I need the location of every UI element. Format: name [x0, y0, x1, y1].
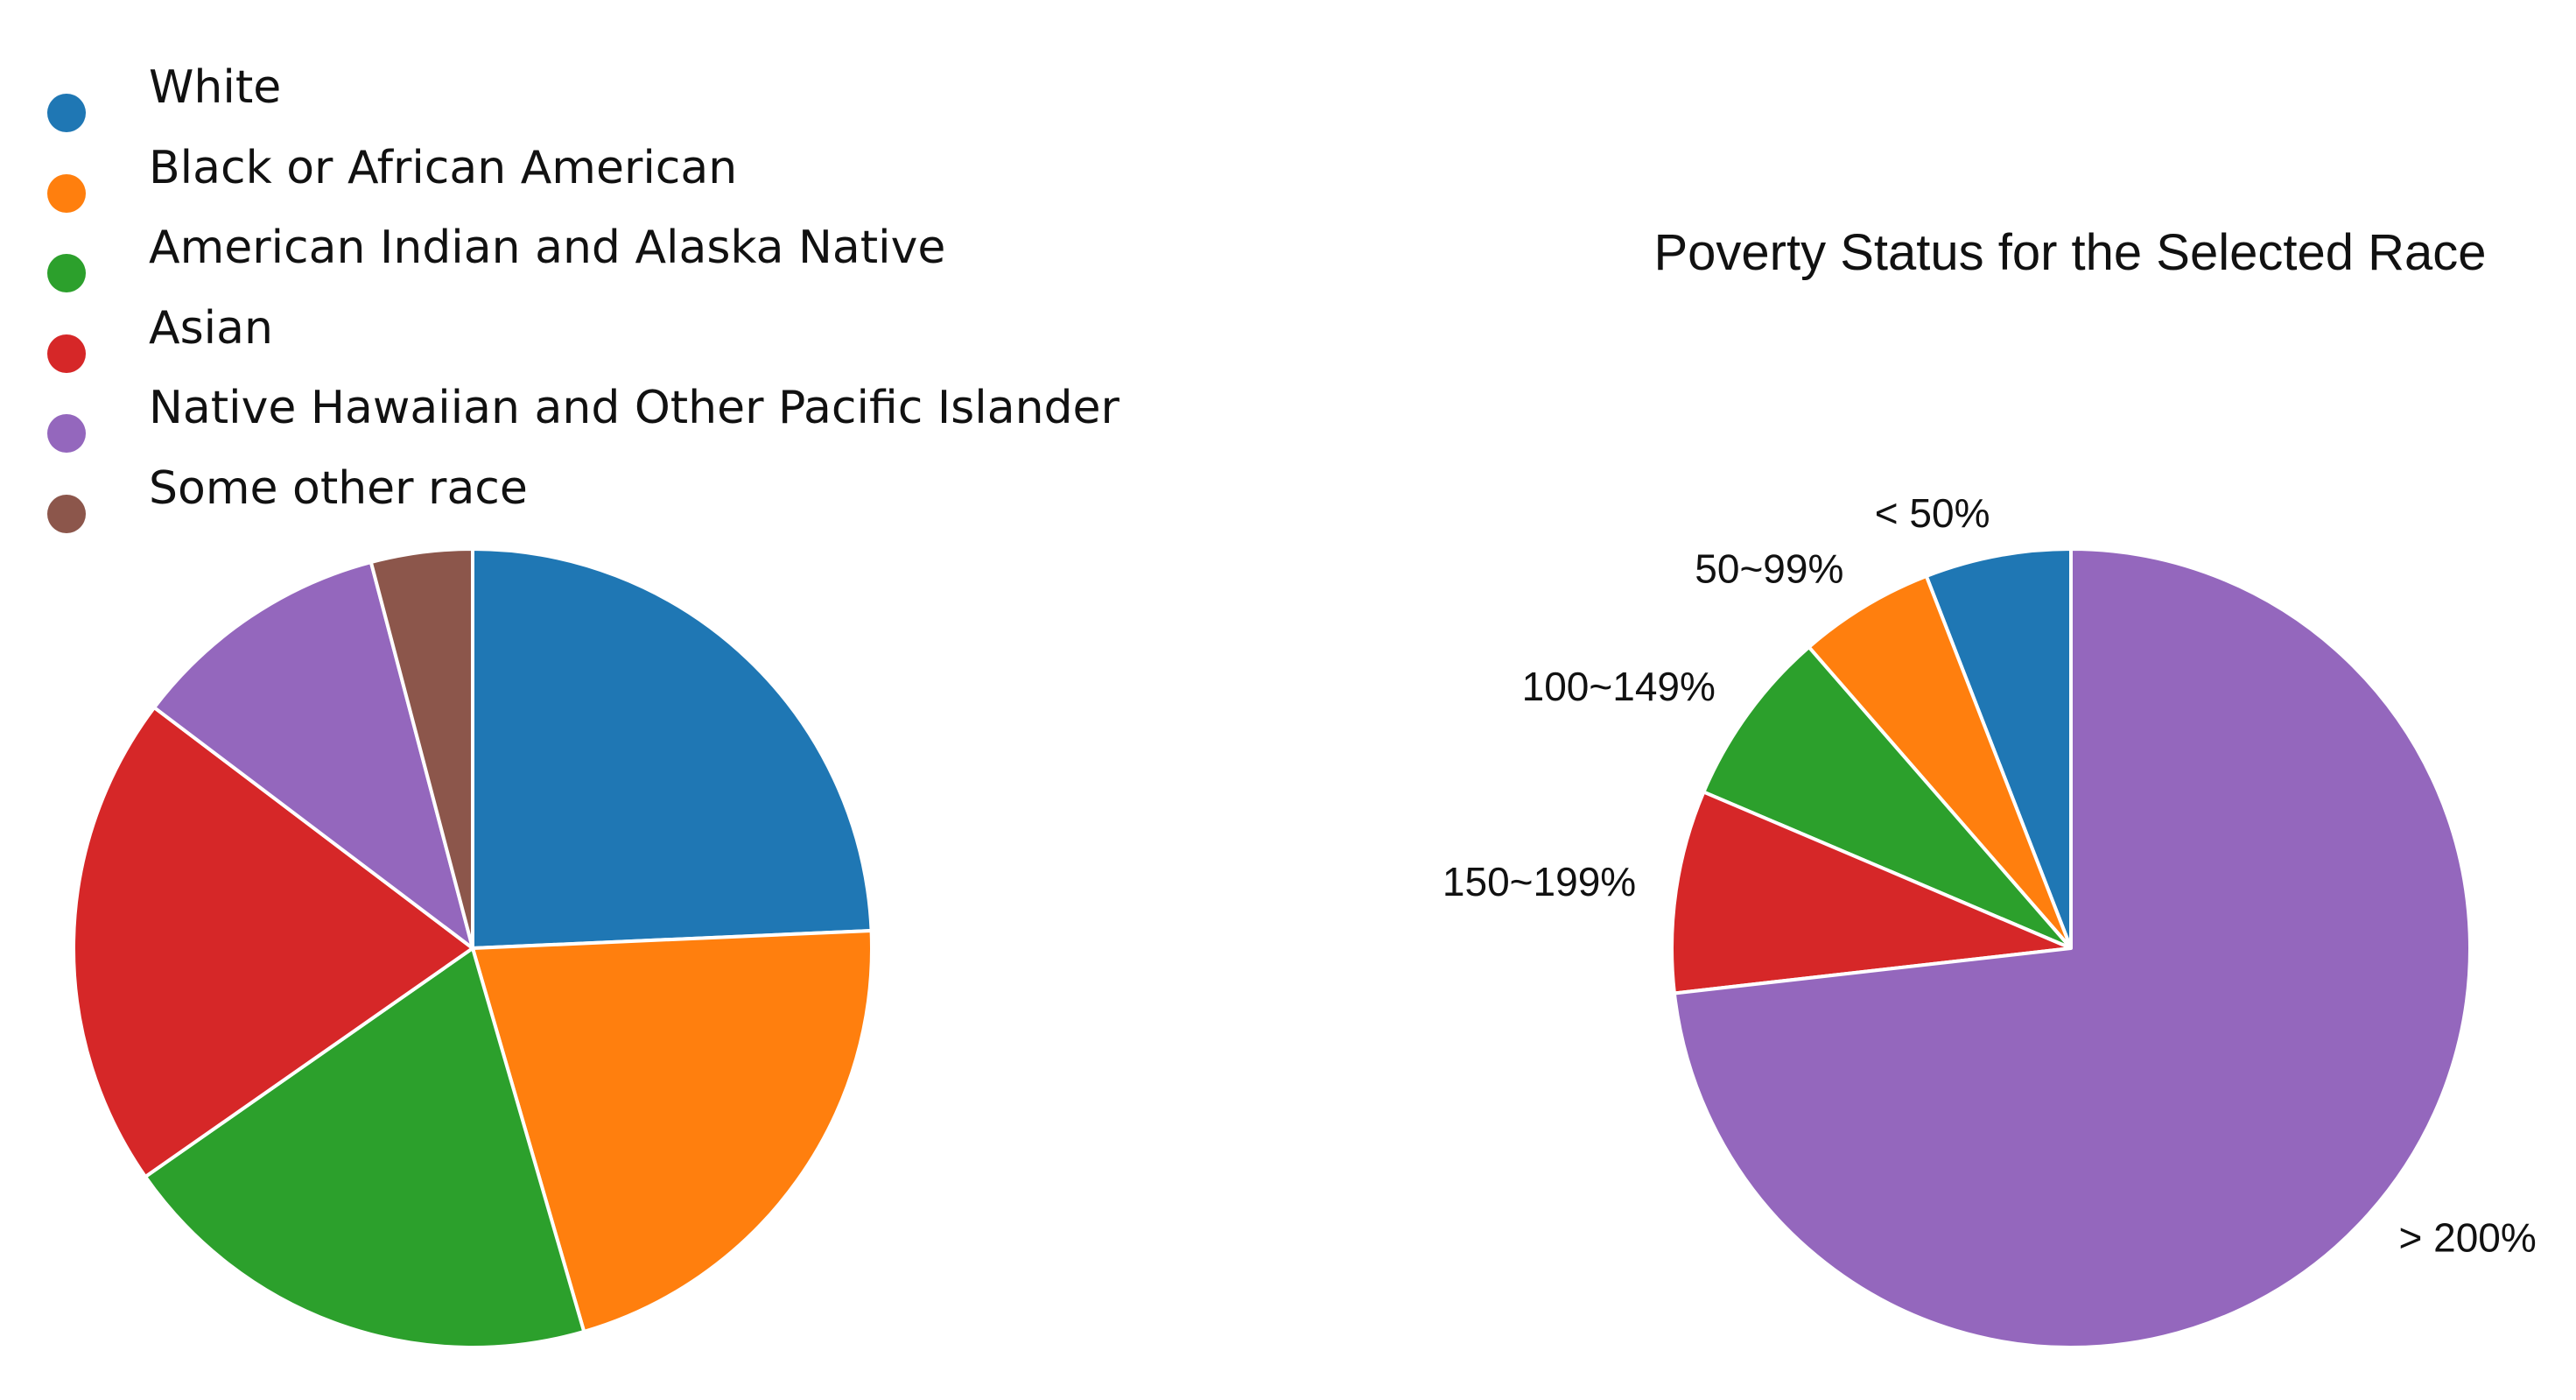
legend-marker-white: [47, 94, 86, 132]
poverty-slice-50: [1924, 547, 2073, 950]
legend-item-native-hawaiian-and-other-pacific-islander: Native Hawaiian and Other Pacific Island…: [47, 380, 1220, 453]
poverty-slice-50-99: [1807, 573, 2073, 950]
legend-label-american-indian-and-alaska-native: American Indian and Alaska Native: [149, 222, 946, 274]
legend-label-asian: Asian: [149, 301, 273, 355]
legend-label-some-other-race: Some other race: [149, 461, 528, 515]
poverty-slice-100-149: [1702, 645, 2073, 950]
legend-item-american-indian-and-alaska-native: American Indian and Alaska Native: [47, 220, 1220, 292]
poverty-slice-label-150-199: 150~199%: [1442, 859, 1636, 904]
legend-marker-native-hawaiian-and-other-pacific-islander: [47, 414, 86, 453]
race-slice-black-or-african-american: [471, 928, 874, 1333]
legend-marker-asian: [47, 334, 86, 373]
poverty-slice-200: [1672, 547, 2472, 1349]
poverty-slice-label-100-149: 100~149%: [1522, 664, 1716, 709]
race-legend: White Black or African American American I…: [0, 0, 1225, 533]
race-pie-chart: [71, 547, 874, 1349]
poverty-chart-title: Poverty Status for the Selected Race: [1653, 224, 2486, 281]
legend-item-white: White: [47, 60, 1220, 132]
legend-item-some-other-race: Some other race: [47, 461, 1220, 533]
legend-label-black-or-african-american: Black or African American: [149, 141, 738, 194]
poverty-slice-label-200: > 200%: [2399, 1214, 2537, 1260]
race-slice-native-hawaiian-and-other-pacific-islander: [152, 560, 474, 950]
poverty-slice-label-50-99: 50~99%: [1695, 545, 1843, 591]
race-slice-asian: [71, 706, 474, 1179]
legend-item-asian: Asian: [47, 300, 1220, 373]
legend-marker-some-other-race: [47, 494, 86, 533]
poverty-slice-150-199: [1669, 790, 2073, 995]
legend-marker-black-or-african-american: [47, 173, 86, 213]
poverty-slice-label-50: < 50%: [1875, 490, 1990, 536]
legend-marker-american-indian-and-alaska-native: [47, 254, 86, 292]
race-slice-white: [471, 547, 874, 950]
legend-label-white: White: [149, 61, 282, 114]
race-slice-american-indian-and-alaska-native: [144, 946, 586, 1349]
race-slice-some-other-race: [369, 547, 474, 950]
poverty-pie-chart: < 50% 50~99% 100~149% 150~199% > 200%: [1442, 490, 2537, 1349]
legend-label-native-hawaiian-and-other-pacific-islander: Native Hawaiian and Other Pacific Island…: [149, 382, 1120, 434]
legend-item-black-or-african-american: Black or African American: [47, 140, 1220, 213]
